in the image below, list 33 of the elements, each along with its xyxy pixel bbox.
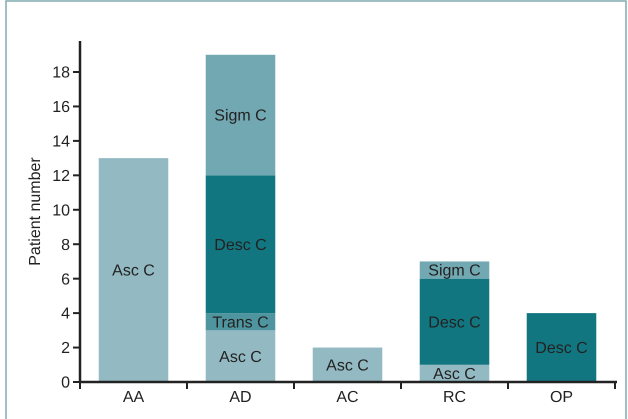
series-label: Desc C — [214, 236, 267, 254]
y-tick-label: 8 — [61, 236, 70, 254]
y-tick-label: 0 — [61, 374, 70, 392]
bar — [420, 278, 490, 365]
x-tick-label: AA — [122, 389, 144, 406]
y-tick-label: 4 — [61, 306, 70, 323]
series-label: Trans C — [212, 314, 269, 332]
text: Desc C — [535, 340, 588, 358]
x-tick-label: OP — [550, 389, 574, 406]
bar — [312, 348, 382, 382]
text: Desc C — [428, 314, 481, 332]
bar — [206, 54, 276, 176]
y-tick-label: 18 — [52, 64, 70, 82]
y-tick-label: 16 — [52, 99, 70, 116]
bar — [206, 330, 276, 382]
series-label: Asc C — [433, 366, 476, 383]
y-tick-label: 14 — [52, 133, 70, 150]
y-tick-label: 10 — [52, 202, 70, 220]
text: Asc C — [326, 357, 369, 374]
x-tick-label: RC — [442, 389, 466, 406]
y-tick-label: 2 — [61, 340, 70, 358]
y-tick-label: 6 — [61, 271, 70, 288]
y-axis-title: Patient number — [27, 156, 44, 266]
x-tick-label: AC — [336, 389, 359, 406]
bar — [526, 313, 596, 382]
bar — [98, 158, 168, 382]
series-label: Sigm C — [428, 262, 481, 280]
text: Asc C — [112, 262, 155, 280]
text: Sigm C — [214, 108, 267, 125]
y-tick-label: 12 — [52, 168, 70, 185]
bar — [206, 175, 276, 314]
text: Asc C — [219, 348, 262, 366]
x-tick-label: AD — [229, 389, 252, 406]
